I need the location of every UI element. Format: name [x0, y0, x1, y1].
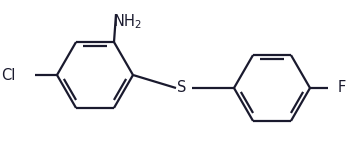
Text: F: F	[338, 81, 346, 96]
Text: S: S	[177, 81, 187, 96]
Text: NH$_2$: NH$_2$	[113, 12, 141, 31]
Text: Cl: Cl	[1, 69, 15, 84]
